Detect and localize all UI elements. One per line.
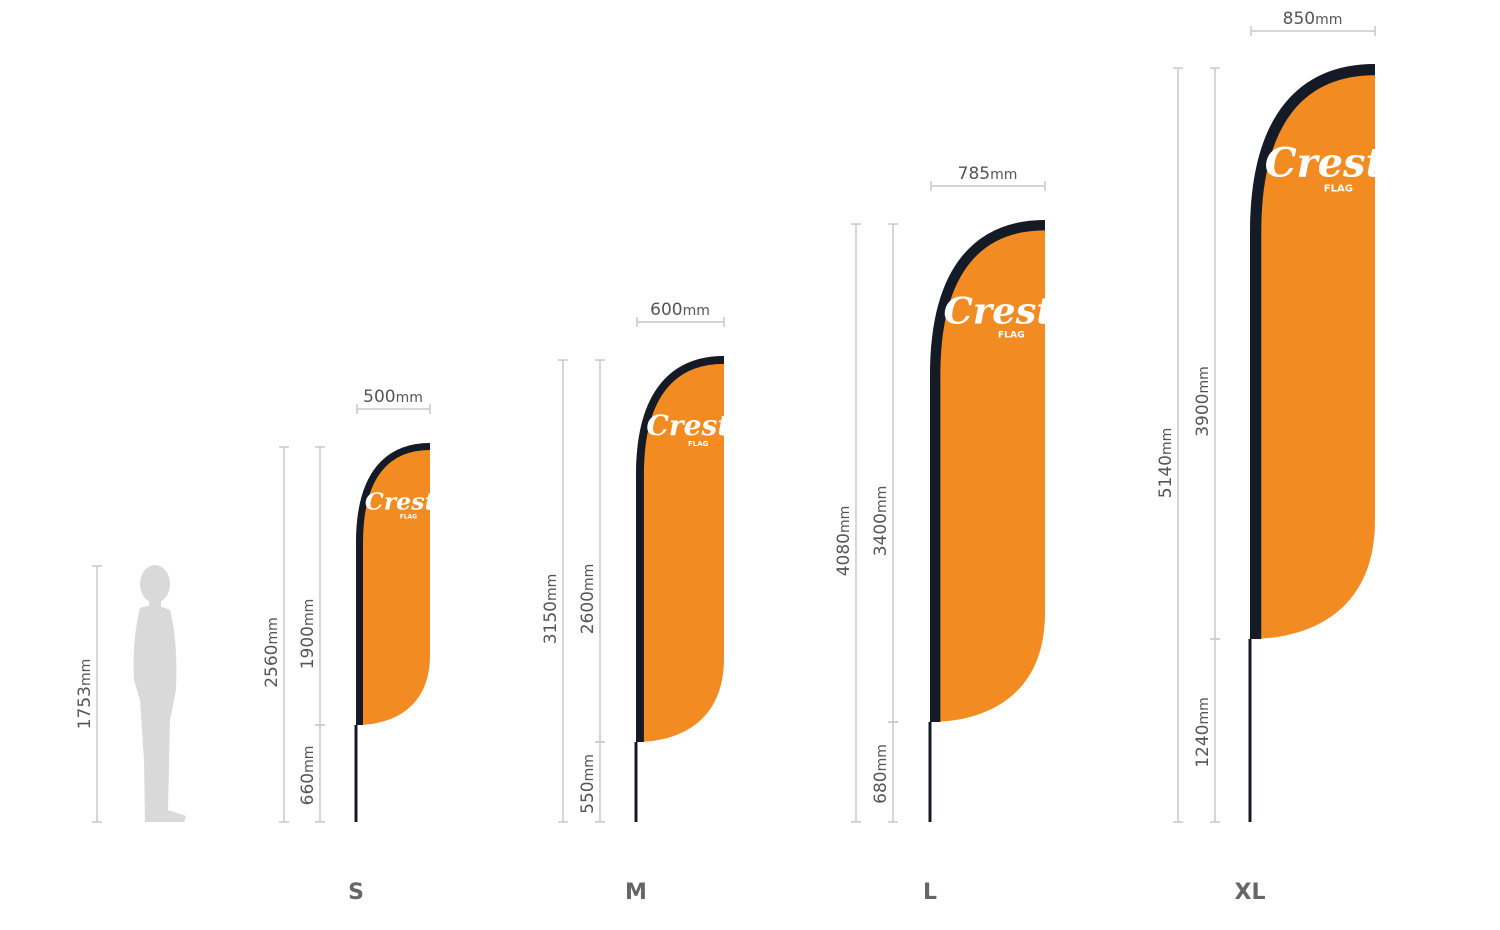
size-label-m: M bbox=[625, 880, 647, 905]
person-silhouette-icon bbox=[133, 565, 186, 822]
width-dimension bbox=[1250, 26, 1376, 36]
flag-banner bbox=[356, 443, 430, 725]
total-height-dimension bbox=[279, 446, 289, 823]
flag-banner bbox=[1250, 64, 1375, 639]
total-height-label: 4080mm bbox=[834, 506, 854, 577]
flag-edge-sleeve bbox=[636, 356, 725, 742]
width-label: 500mm bbox=[363, 387, 423, 407]
person-head bbox=[140, 565, 170, 603]
pole-height-label: 660mm bbox=[298, 746, 318, 806]
total-height-label: 3150mm bbox=[541, 574, 561, 645]
flag-banner bbox=[930, 220, 1045, 722]
size-label-s: S bbox=[348, 880, 364, 905]
flag-height-dimension bbox=[1210, 67, 1220, 640]
flag-edge-sleeve bbox=[930, 220, 1046, 722]
total-height-label: 5140mm bbox=[1156, 428, 1176, 499]
pole-height-dimension bbox=[595, 741, 605, 823]
pole-height-label: 550mm bbox=[578, 754, 598, 814]
width-label: 785mm bbox=[958, 164, 1018, 184]
flag-height-label: 3900mm bbox=[1193, 366, 1213, 437]
width-dimension bbox=[930, 181, 1046, 191]
flag-banner bbox=[636, 356, 724, 742]
pole-height-label: 1240mm bbox=[1193, 697, 1213, 768]
flag-edge-sleeve bbox=[1250, 64, 1376, 639]
pole-height-dimension bbox=[1210, 638, 1220, 823]
total-height-dimension bbox=[851, 223, 861, 823]
size-label-xl: XL bbox=[1235, 880, 1266, 905]
crest-logo-sub: FLAG bbox=[1324, 184, 1353, 195]
size-label-l: L bbox=[923, 880, 937, 905]
flag-height-label: 3400mm bbox=[871, 486, 891, 557]
person-neck bbox=[149, 598, 161, 608]
flag-height-label: 2600mm bbox=[578, 564, 598, 635]
crest-logo-sub: FLAG bbox=[400, 515, 417, 521]
pole-height-dimension bbox=[315, 724, 325, 823]
total-height-dimension bbox=[1173, 67, 1183, 823]
total-height-label: 2560mm bbox=[262, 617, 282, 688]
pole-height-label: 680mm bbox=[871, 744, 891, 804]
crest-logo-sub: FLAG bbox=[688, 439, 709, 448]
crest-logo: Crest bbox=[944, 289, 1054, 333]
crest-logo: Crest bbox=[1265, 140, 1385, 187]
width-dimension bbox=[356, 404, 431, 414]
flag-edge-sleeve bbox=[356, 443, 431, 725]
crest-logo: Crest bbox=[646, 409, 730, 442]
total-height-dimension bbox=[558, 359, 568, 823]
flag-height-label: 1900mm bbox=[298, 599, 318, 670]
flag-height-dimension bbox=[315, 446, 325, 726]
person-body bbox=[133, 605, 186, 822]
crest-logo: Crest bbox=[365, 488, 436, 516]
crest-logo-sub: FLAG bbox=[998, 329, 1025, 340]
width-dimension bbox=[636, 317, 725, 327]
flag-height-dimension bbox=[888, 223, 898, 723]
person-height-dimension bbox=[92, 565, 102, 823]
width-label: 600mm bbox=[650, 300, 710, 320]
width-label: 850mm bbox=[1283, 9, 1343, 29]
pole-height-dimension bbox=[888, 721, 898, 823]
flag-height-dimension bbox=[595, 359, 605, 743]
person-height-label: 1753mm bbox=[75, 659, 95, 730]
